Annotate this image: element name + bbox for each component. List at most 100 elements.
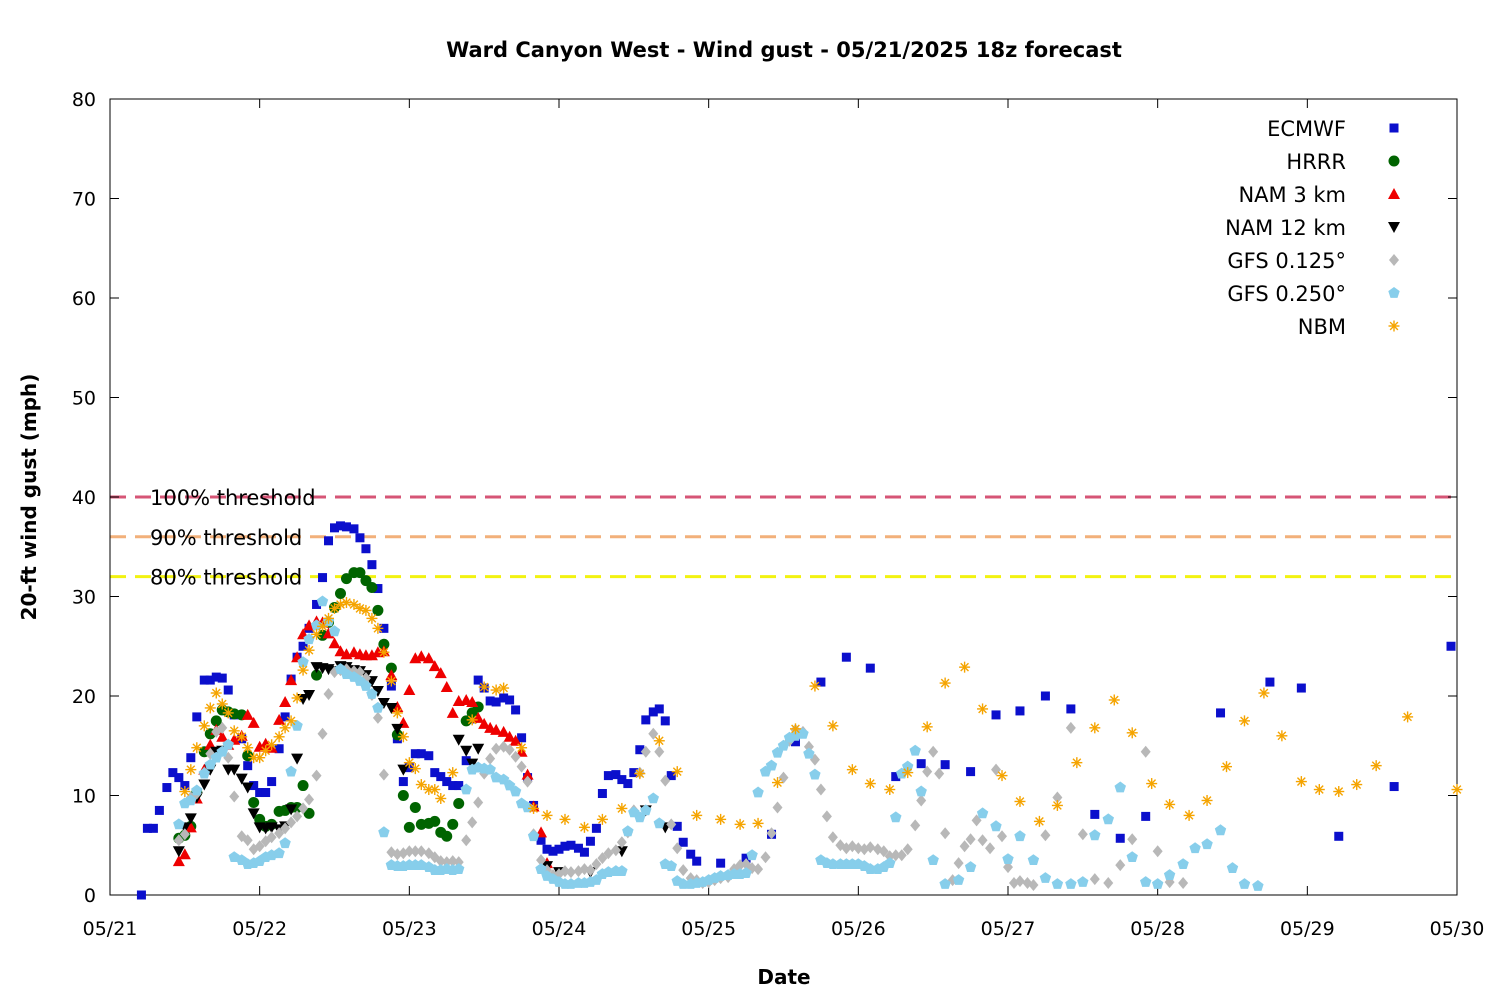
data-point-gfs-0-125: [274, 827, 285, 840]
data-point-nam-3-km: [178, 848, 191, 860]
data-point-ecmwf: [162, 783, 172, 793]
data-point-nbm: [1238, 715, 1250, 727]
data-point-nbm: [789, 723, 801, 735]
data-point-ecmwf: [841, 652, 851, 662]
data-point-gfs-0-250: [297, 656, 309, 667]
data-point-ecmwf: [591, 823, 601, 833]
legend-marker-gfs-0-125: [1389, 254, 1399, 266]
data-point-gfs-0-125: [959, 840, 970, 853]
data-point-ecmwf: [542, 844, 552, 854]
data-point-hrrr: [242, 750, 254, 762]
data-point-nam-3-km: [334, 645, 347, 657]
data-point-gfs-0-250: [1226, 862, 1239, 873]
data-point-gfs-0-125: [217, 721, 228, 734]
data-point-gfs-0-125: [229, 790, 240, 803]
data-point-nbm: [303, 644, 315, 656]
data-point-nbm: [1258, 687, 1270, 699]
data-point-gfs-0-250: [640, 804, 652, 816]
data-point-hrrr: [372, 604, 384, 616]
data-point-gfs-0-125: [997, 830, 1008, 843]
data-point-ecmwf: [274, 744, 284, 754]
data-point-nbm: [236, 731, 248, 743]
data-point-gfs-0-125: [616, 836, 627, 849]
data-point-ecmwf: [790, 737, 800, 747]
data-point-ecmwf: [199, 675, 209, 685]
data-point-ecmwf: [416, 749, 426, 759]
data-point-nam-3-km: [279, 695, 292, 707]
data-point-nbm: [715, 813, 727, 825]
data-point-ecmwf: [1141, 811, 1151, 821]
data-point-ecmwf: [168, 768, 178, 778]
data-point-gfs-0-250: [1051, 878, 1064, 889]
data-point-nbm: [204, 702, 216, 714]
data-point-gfs-0-125: [953, 857, 964, 870]
data-point-gfs-0-125: [1152, 845, 1163, 858]
data-point-nbm: [846, 764, 858, 776]
data-point-nam-12-km: [235, 773, 248, 785]
legend-label-gfs-0-250: GFS 0.250°: [1227, 282, 1346, 306]
data-point-gfs-0-250: [1152, 878, 1164, 889]
data-point-hrrr: [340, 573, 352, 585]
data-point-gfs-0-125: [1014, 875, 1025, 888]
data-point-hrrr: [334, 588, 346, 600]
y-tick-label: 50: [72, 388, 96, 410]
data-point-ecmwf: [579, 847, 589, 857]
data-point-nbm: [516, 742, 528, 754]
data-point-nbm: [391, 707, 403, 719]
data-point-gfs-0-125: [640, 745, 651, 758]
data-point-nbm: [273, 731, 285, 743]
data-point-nbm: [435, 792, 447, 804]
data-point-ecmwf: [499, 693, 509, 703]
data-point-ecmwf: [148, 823, 158, 833]
data-point-hrrr: [210, 715, 222, 727]
data-point-nam-12-km: [291, 753, 304, 765]
data-point-hrrr: [248, 796, 260, 808]
data-point-gfs-0-125: [579, 863, 590, 876]
data-point-gfs-0-125: [473, 796, 484, 809]
data-point-gfs-0-125: [1140, 745, 1151, 758]
data-point-ecmwf: [454, 781, 464, 791]
y-axis-label: 20-ft wind gust (mph): [17, 374, 41, 621]
data-point-gfs-0-125: [1003, 861, 1013, 874]
data-point-gfs-0-125: [672, 842, 683, 855]
data-point-gfs-0-125: [416, 845, 427, 858]
data-point-nbm: [1071, 757, 1083, 769]
data-point-ecmwf: [261, 788, 271, 798]
data-point-ecmwf: [666, 771, 676, 781]
data-point-gfs-0-125: [1115, 859, 1126, 872]
data-point-ecmwf: [298, 641, 308, 651]
data-point-nbm: [996, 770, 1008, 782]
legend-marker-gfs-0-250: [1388, 287, 1400, 298]
data-point-gfs-0-250: [535, 863, 547, 874]
data-point-gfs-0-250: [509, 785, 522, 797]
data-markers: [136, 521, 1463, 900]
data-point-nbm: [1333, 786, 1345, 798]
data-point-gfs-0-125: [815, 783, 826, 796]
data-point-nbm: [596, 813, 608, 825]
data-point-nam-3-km: [446, 706, 459, 718]
data-point-gfs-0-250: [1102, 813, 1114, 825]
data-point-ecmwf: [597, 789, 607, 799]
x-tick-label: 05/27: [981, 918, 1036, 940]
data-point-ecmwf: [373, 584, 383, 594]
data-point-gfs-0-125: [410, 845, 421, 858]
data-point-ecmwf: [410, 749, 420, 759]
data-point-gfs-0-250: [366, 688, 378, 699]
data-point-ecmwf: [491, 697, 501, 707]
data-point-gfs-0-125: [467, 816, 478, 829]
data-point-gfs-0-250: [677, 878, 689, 889]
data-point-gfs-0-250: [303, 633, 315, 645]
data-point-nbm: [578, 821, 590, 833]
data-point-gfs-0-250: [622, 825, 634, 837]
data-point-nam-12-km: [397, 764, 410, 776]
data-point-ecmwf: [473, 675, 483, 685]
data-point-gfs-0-125: [585, 864, 596, 877]
data-point-nbm: [827, 720, 839, 732]
data-point-gfs-0-125: [591, 858, 602, 871]
data-point-nbm: [429, 784, 441, 796]
data-point-gfs-0-250: [1126, 851, 1138, 862]
data-point-ecmwf: [654, 704, 664, 714]
data-point-nam-12-km: [297, 693, 310, 705]
data-point-ecmwf: [1115, 833, 1125, 843]
